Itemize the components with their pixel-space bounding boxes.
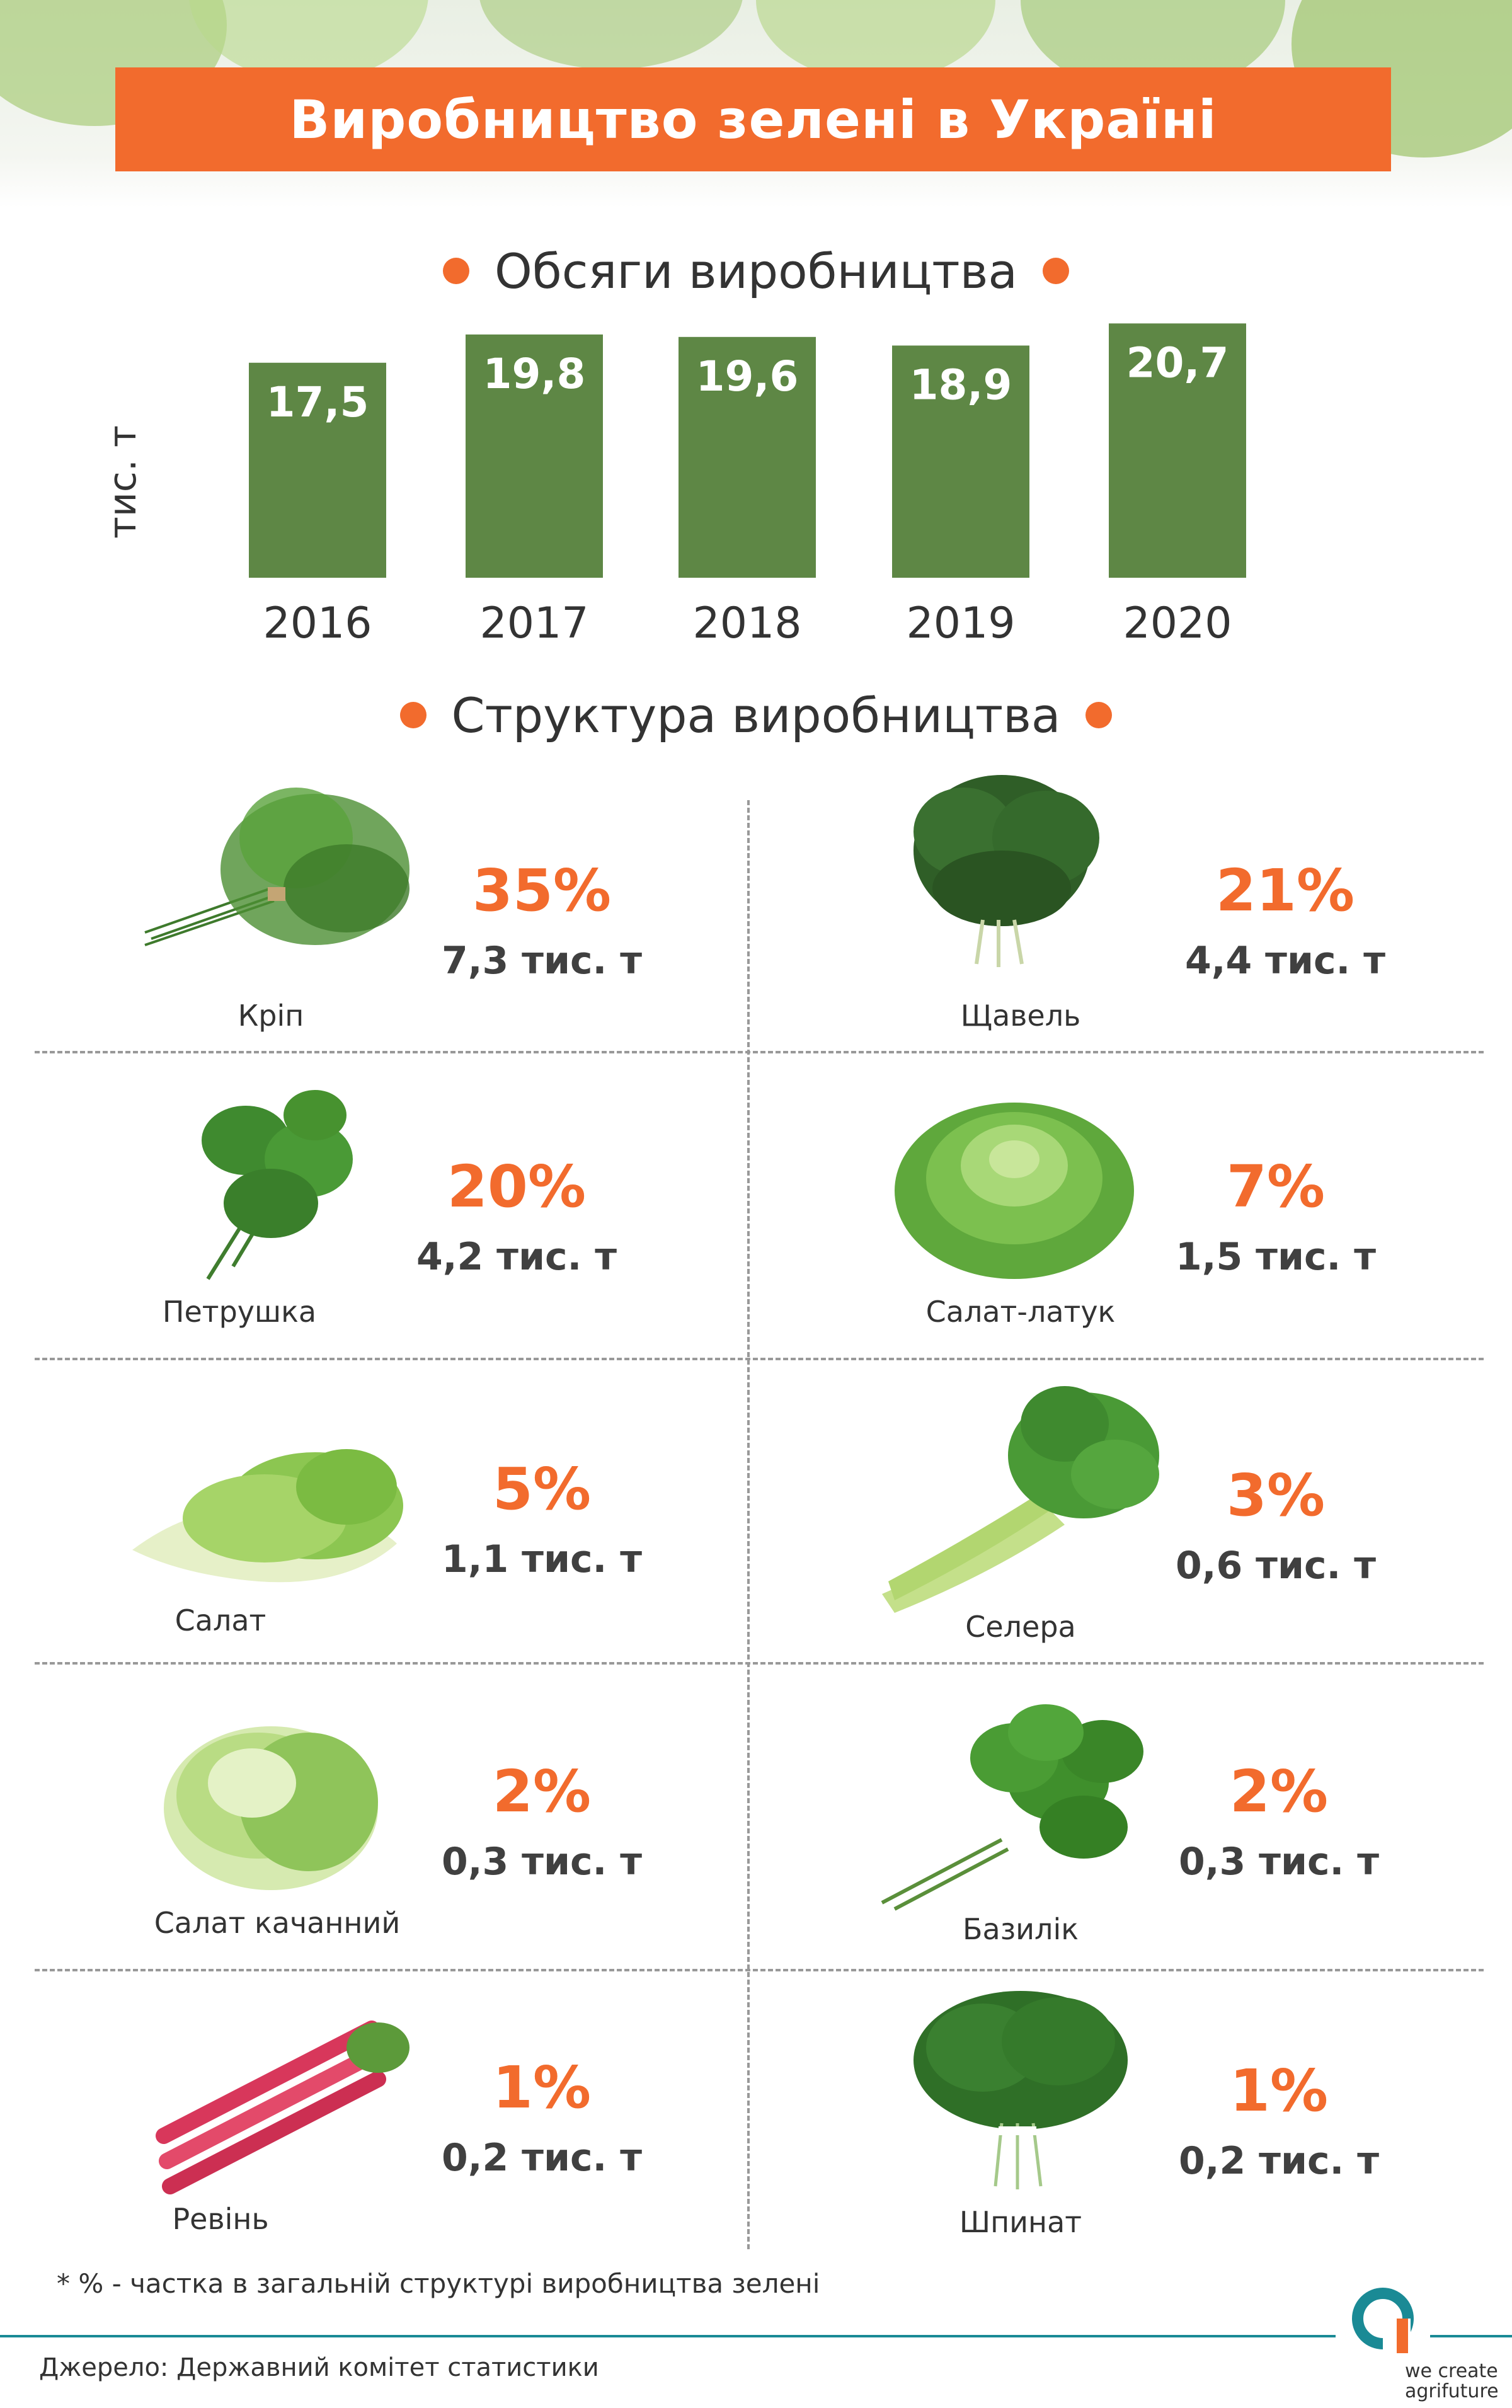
volume-bar-chart: тис. т 17,5 2016 19,8 2017 19,6 2018 18,9 2019 20… [101,323,1246,648]
volume-section-label: Обсяги виробництва [495,243,1017,299]
horizontal-divider [35,1051,1484,1053]
chart-value-label: 20,7 [1126,338,1229,387]
parsley-icon [202,1090,353,1280]
item-percent: 20% [447,1153,587,1220]
structure-section-label: Структура виробництва [451,687,1061,743]
orange-dot-icon [399,702,427,728]
orange-dot-icon [1042,258,1069,284]
chart-category-label: 2018 [692,599,801,648]
item-card-basil: Базилік 2% 0,3 тис. т [857,1676,1512,1972]
volume-section-title: Обсяги виробництва [0,239,1512,302]
chart-bar [679,336,816,578]
item-name: Шпинат [959,2205,1082,2239]
footnote: * % - частка в загальній структурі вироб… [57,2268,820,2299]
item-amount: 0,6 тис. т [1175,1544,1377,1588]
celery-icon [882,1386,1159,1613]
chart-category-label: 2017 [479,599,588,648]
footer-line [0,2335,1336,2337]
item-percent: 5% [492,1455,592,1523]
chart-category-label: 2019 [906,599,1015,648]
item-name: Салат [175,1603,266,1637]
item-card-celery: Селера 3% 0,6 тис. т [857,1367,1512,1663]
orange-dot-icon [443,258,470,284]
item-card-sorrel: Щавель 21% 4,4 тис. т [857,743,1512,1040]
horizontal-divider [35,1969,1484,1971]
item-amount: 0,2 тис. т [1178,2139,1380,2183]
title-banner: Виробництво зелені в Україні [115,67,1391,171]
item-amount: 0,3 тис. т [1178,1840,1380,1884]
item-card-parsley: Петрушка 20% 4,2 тис. т [107,1065,832,1361]
chart-value-label: 17,5 [266,378,369,427]
item-percent: 3% [1226,1462,1326,1529]
item-percent: 21% [1215,857,1355,924]
chart-value-label: 18,9 [910,360,1012,409]
item-name: Ревінь [172,2202,269,2236]
leaf-decoration [479,0,743,69]
chart-y-axis-label: тис. т [101,425,145,539]
rhubarb-icon [156,2021,410,2194]
item-name: Салат качанний [154,1906,401,1940]
source-text: Джерело: Державний комітет статистики [39,2353,599,2382]
vertical-divider [747,800,750,2249]
item-card-dill: Кріп 35% 7,3 тис. т [107,743,832,1040]
item-percent: 1% [1229,2057,1329,2124]
item-name: Базилік [962,1912,1079,1946]
orange-dot-icon [1085,702,1113,728]
item-amount: 0,3 тис. т [441,1840,643,1884]
chart-bar [892,345,1029,578]
item-amount: 4,2 тис. т [416,1235,617,1279]
item-percent: 35% [472,857,612,924]
dill-icon [144,788,410,946]
footer-line [1430,2335,1512,2337]
item-amount: 7,3 тис. т [441,939,643,983]
item-amount: 4,4 тис. т [1184,939,1386,983]
item-name: Салат-латук [925,1295,1116,1329]
structure-section-title: Структура виробництва [0,684,1512,747]
chart-category-label: 2016 [263,599,372,648]
item-percent: 2% [1229,1758,1329,1825]
sorrel-icon [914,775,1099,967]
page-title: Виробництво зелені в Україні [289,88,1217,151]
brand-tagline: we create agrifuture [1405,2361,1499,2402]
item-card-spinach: Шпинат 1% 0,2 тис. т [857,1978,1512,2274]
item-percent: 1% [492,2054,592,2121]
item-card-rhubarb: Ревінь 1% 0,2 тис. т [107,1978,832,2274]
butterhead-lettuce-icon [895,1103,1134,1279]
basil-icon [881,1704,1143,1911]
item-amount: 1,1 тис. т [441,1537,643,1581]
item-card-leaf-lettuce: Салат 5% 1,1 тис. т [107,1367,832,1663]
chart-value-label: 19,8 [483,350,586,398]
chart-value-label: 19,6 [696,352,799,401]
spinach-icon [914,1991,1128,2189]
item-name: Кріп [238,999,304,1033]
item-percent: 2% [492,1758,592,1825]
item-name: Петрушка [162,1295,317,1329]
chart-category-label: 2020 [1123,599,1232,648]
brand-line-2: agrifuture [1405,2380,1499,2402]
horizontal-divider [35,1358,1484,1360]
chart-bar [1109,323,1246,578]
item-name: Селера [965,1610,1076,1644]
item-amount: 1,5 тис. т [1175,1235,1377,1279]
horizontal-divider [35,1662,1484,1665]
chart-bar [466,334,603,578]
chart-bar [249,362,386,578]
item-card-iceberg-lettuce: Салат качанний 2% 0,3 тис. т [107,1676,832,1972]
brand-logo-icon [1352,2288,1414,2353]
iceberg-lettuce-icon [164,1726,378,1890]
leaf-lettuce-icon [132,1449,403,1583]
item-card-butterhead-lettuce: Салат-латук 7% 1,5 тис. т [857,1065,1512,1361]
item-amount: 0,2 тис. т [441,2136,643,2180]
item-percent: 7% [1226,1153,1326,1220]
brand-line-1: we create [1405,2360,1498,2382]
item-name: Щавель [960,999,1081,1033]
